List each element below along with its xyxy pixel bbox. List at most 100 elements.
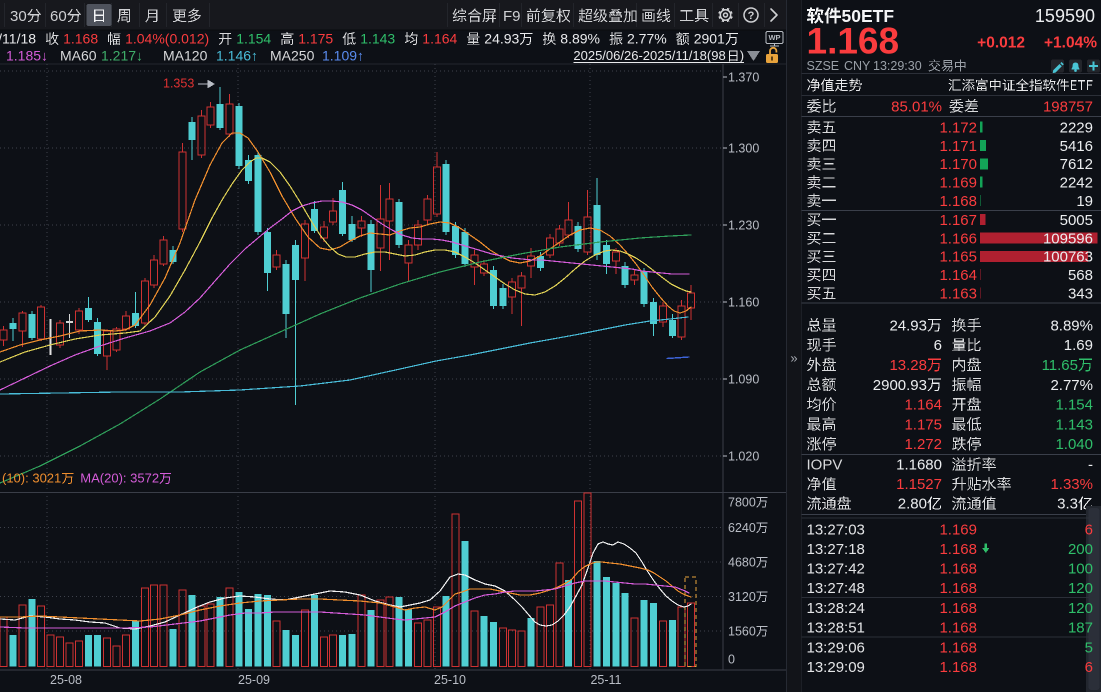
svg-text:1.1680: 1.1680 [896, 457, 942, 474]
svg-text:1.33%: 1.33% [1050, 476, 1093, 493]
svg-text:120: 120 [1068, 600, 1093, 617]
svg-text:1.146↑: 1.146↑ [216, 48, 258, 64]
svg-text:1.167: 1.167 [939, 212, 977, 229]
svg-text:13:27:03: 13:27:03 [807, 521, 865, 538]
svg-text:1.143: 1.143 [360, 31, 395, 47]
svg-text:2900.93: 2900.93 [873, 377, 927, 394]
svg-text:6: 6 [934, 337, 942, 354]
svg-text:1.163: 1.163 [939, 286, 977, 303]
svg-text:IOPV: IOPV [807, 457, 843, 474]
svg-text:1.171: 1.171 [939, 138, 977, 155]
svg-text:50ETF: 50ETF [842, 6, 895, 26]
svg-text:1.168: 1.168 [939, 560, 977, 577]
svg-text:1.175: 1.175 [904, 416, 942, 433]
svg-text:MA250: MA250 [270, 48, 315, 64]
svg-text:MA120: MA120 [163, 48, 208, 64]
svg-text:1.090: 1.090 [728, 373, 759, 387]
svg-text:1560: 1560 [728, 625, 756, 639]
svg-text:1.217↓: 1.217↓ [101, 48, 143, 64]
svg-text:3.3: 3.3 [1057, 496, 1078, 513]
svg-text:24.93: 24.93 [484, 31, 519, 47]
svg-text:1.164: 1.164 [422, 31, 457, 47]
svg-text:-: - [1088, 457, 1093, 474]
svg-text:CNY: CNY [844, 59, 871, 73]
svg-text:1.69: 1.69 [1064, 337, 1093, 354]
svg-text:8.89%: 8.89% [560, 31, 600, 47]
svg-text:1.154: 1.154 [1055, 397, 1093, 414]
svg-text:1.168: 1.168 [939, 580, 977, 597]
svg-text:13:29:30: 13:29:30 [873, 59, 922, 73]
svg-text:1.272: 1.272 [904, 436, 942, 453]
svg-text:SZSE: SZSE [807, 59, 840, 73]
svg-text:2229: 2229 [1060, 119, 1093, 136]
svg-text:7800: 7800 [728, 496, 756, 510]
svg-text:1.109↑: 1.109↑ [322, 48, 364, 64]
svg-text:1.169: 1.169 [939, 175, 977, 192]
svg-text:1.168: 1.168 [939, 659, 977, 676]
svg-text:1.164: 1.164 [939, 267, 977, 284]
svg-text:200: 200 [1068, 541, 1093, 558]
svg-text:109596: 109596 [1043, 230, 1093, 247]
svg-text:100763: 100763 [1043, 249, 1093, 266]
svg-text:5005: 5005 [1060, 212, 1093, 229]
svg-text:1.164: 1.164 [904, 397, 942, 414]
svg-text:1.04%(0.012): 1.04%(0.012) [125, 31, 209, 47]
svg-text:1.165: 1.165 [939, 249, 977, 266]
svg-text:2.80: 2.80 [898, 496, 927, 513]
svg-text:1.353: 1.353 [163, 77, 194, 91]
svg-text:159590: 159590 [1035, 6, 1095, 26]
svg-text:+1.04%: +1.04% [1044, 35, 1097, 52]
svg-text:25-11: 25-11 [590, 673, 621, 687]
svg-text:25-09: 25-09 [238, 673, 270, 687]
svg-text:?: ? [748, 10, 755, 22]
svg-text:1.168: 1.168 [939, 193, 977, 210]
svg-text:100: 100 [1068, 560, 1093, 577]
svg-text:»: » [790, 351, 797, 366]
svg-text:1.370: 1.370 [728, 71, 759, 85]
svg-text:187: 187 [1068, 619, 1093, 636]
svg-text:0: 0 [728, 653, 735, 667]
svg-text:13:27:42: 13:27:42 [807, 560, 865, 577]
svg-text:85.01%: 85.01% [891, 98, 942, 115]
svg-text:7612: 7612 [1060, 156, 1093, 173]
svg-text:13:29:06: 13:29:06 [807, 639, 865, 656]
svg-text:(10): 3021: (10): 3021 [2, 471, 61, 486]
svg-text:1.168: 1.168 [63, 31, 98, 47]
svg-text:F9: F9 [503, 8, 521, 25]
svg-text:1.185↓: 1.185↓ [6, 48, 48, 64]
svg-text:60: 60 [50, 8, 67, 25]
svg-text:13:28:51: 13:28:51 [807, 619, 865, 636]
svg-text:1.168: 1.168 [939, 600, 977, 617]
svg-text:13:27:48: 13:27:48 [807, 580, 865, 597]
svg-text:1.143: 1.143 [1055, 416, 1093, 433]
svg-text:1.040: 1.040 [1055, 436, 1093, 453]
svg-text:19: 19 [1076, 193, 1093, 210]
svg-text:1.154: 1.154 [236, 31, 271, 47]
svg-text:13:28:24: 13:28:24 [807, 600, 865, 617]
svg-text:): ) [740, 48, 744, 63]
svg-text:30: 30 [10, 8, 27, 25]
svg-text:1.166: 1.166 [939, 230, 977, 247]
svg-text:6: 6 [1085, 659, 1093, 676]
svg-text:11.65: 11.65 [1042, 357, 1078, 374]
svg-text:2.77%: 2.77% [1050, 377, 1093, 394]
svg-text:2025/06/26-2025/11/18(98: 2025/06/26-2025/11/18(98 [573, 48, 725, 63]
svg-text:25-08: 25-08 [50, 673, 82, 687]
svg-text:3120: 3120 [728, 590, 756, 604]
svg-text:1.168: 1.168 [939, 639, 977, 656]
svg-text:MA60: MA60 [60, 48, 97, 64]
svg-text:24.93: 24.93 [889, 317, 927, 334]
svg-text:25-10: 25-10 [434, 673, 466, 687]
svg-text:13:27:18: 13:27:18 [807, 541, 865, 558]
svg-text:1.168: 1.168 [807, 20, 900, 61]
svg-text:1.172: 1.172 [939, 119, 977, 136]
svg-text:6: 6 [1085, 521, 1093, 538]
svg-text:2242: 2242 [1060, 175, 1093, 192]
svg-text:13.28: 13.28 [889, 357, 927, 374]
svg-text:WP: WP [768, 33, 780, 42]
svg-text:2.77%: 2.77% [627, 31, 667, 47]
svg-text:1.020: 1.020 [728, 450, 759, 464]
svg-text:1.169: 1.169 [939, 521, 977, 538]
svg-text:5416: 5416 [1060, 138, 1093, 155]
svg-text:1.160: 1.160 [728, 296, 759, 310]
